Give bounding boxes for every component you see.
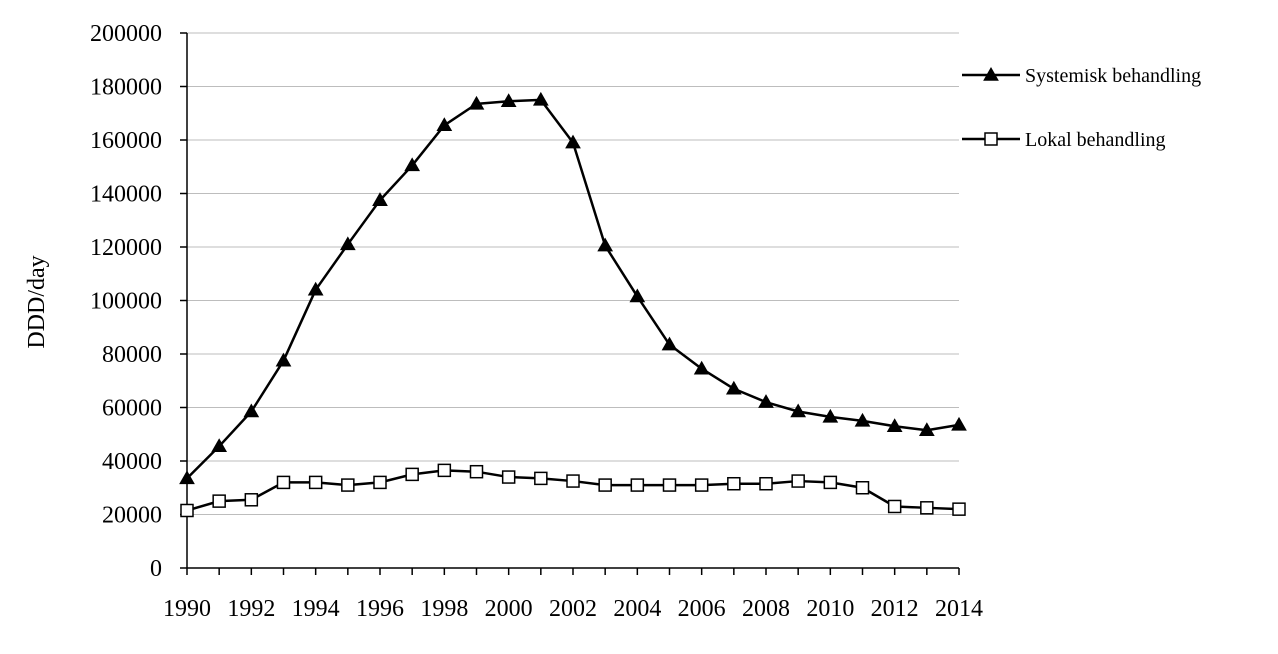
data-point <box>212 494 226 508</box>
data-point <box>534 471 548 486</box>
data-point <box>790 403 807 418</box>
data-point <box>630 478 645 492</box>
x-tick-label: 1994 <box>292 596 340 622</box>
data-point <box>791 474 805 488</box>
data-point <box>822 408 839 423</box>
x-tick-label: 1992 <box>227 596 275 622</box>
y-tick-label: 80000 <box>102 342 162 368</box>
x-tick-label: 2002 <box>549 596 597 622</box>
data-point <box>823 475 838 490</box>
data-point <box>629 288 646 303</box>
data-point <box>179 470 195 485</box>
data-point <box>951 416 967 431</box>
data-point <box>920 501 934 515</box>
y-tick-label: 160000 <box>90 128 162 154</box>
data-point <box>855 481 870 495</box>
x-tick-label: 2004 <box>613 596 661 622</box>
data-point <box>307 281 324 296</box>
data-point <box>758 394 774 408</box>
data-point <box>243 403 260 418</box>
data-point <box>436 117 453 132</box>
data-point <box>404 157 421 172</box>
y-tick-label: 180000 <box>90 75 162 101</box>
y-tick-label: 120000 <box>90 235 162 261</box>
x-tick-label: 1996 <box>356 596 404 622</box>
x-tick-label: 1990 <box>163 596 211 622</box>
data-point <box>565 134 581 149</box>
series-line-0 <box>186 98 960 480</box>
legend-label: Lokal behandling <box>1025 129 1166 151</box>
y-tick-label: 0 <box>150 556 162 582</box>
data-point <box>468 95 485 110</box>
x-tick-label: 2006 <box>678 596 726 622</box>
data-point <box>211 438 228 453</box>
data-point <box>854 412 871 427</box>
x-tick-label: 2010 <box>806 596 854 622</box>
data-point <box>339 236 356 251</box>
data-point <box>180 503 194 518</box>
y-tick-label: 140000 <box>90 182 162 208</box>
x-tick-label: 2014 <box>935 596 983 622</box>
data-point <box>759 476 773 491</box>
data-point <box>693 360 710 375</box>
data-point <box>662 478 677 492</box>
data-point <box>501 470 516 484</box>
legend: Systemisk behandling Lokal behandling <box>962 65 1201 151</box>
data-point <box>597 237 614 252</box>
data-point <box>566 474 580 488</box>
y-axis: 0 20000 40000 60000 80000 100000 120000 140000 1… <box>90 21 188 582</box>
data-point <box>500 93 517 107</box>
data-point <box>727 476 741 491</box>
data-point <box>952 502 966 516</box>
data-point <box>373 475 387 490</box>
y-tick-label: 60000 <box>102 396 162 422</box>
legend-marker <box>983 66 999 81</box>
x-tick-label: 2012 <box>871 596 919 622</box>
x-axis: 1990 1992 1994 1996 1998 2000 2002 2004 2006 2008… <box>163 567 983 622</box>
data-point <box>275 352 292 367</box>
gridlines <box>187 32 959 515</box>
data-point <box>598 478 612 492</box>
y-tick-label: 100000 <box>90 289 162 315</box>
x-tick-label: 1998 <box>420 596 468 622</box>
data-point <box>532 91 549 106</box>
data-point <box>918 422 935 436</box>
legend-label: Systemisk behandling <box>1025 65 1201 87</box>
y-axis-title: DDD/day <box>24 255 50 348</box>
data-point <box>694 478 709 492</box>
y-tick-label: 20000 <box>102 503 162 529</box>
data-point <box>372 192 388 206</box>
data-point <box>405 467 419 482</box>
data-point <box>244 493 259 507</box>
data-point <box>725 380 742 395</box>
data-point <box>276 475 291 490</box>
x-tick-label: 2008 <box>742 596 790 622</box>
data-point <box>661 336 678 351</box>
data-point <box>341 478 355 492</box>
series-group <box>179 91 967 518</box>
y-tick-label: 40000 <box>102 449 162 475</box>
legend-marker <box>984 132 998 146</box>
data-point <box>887 499 902 514</box>
y-tick-label: 200000 <box>90 21 162 47</box>
data-point <box>308 475 323 490</box>
data-point <box>437 463 452 478</box>
data-point <box>886 418 903 432</box>
data-point <box>469 464 484 479</box>
x-tick-label: 2000 <box>485 596 533 622</box>
